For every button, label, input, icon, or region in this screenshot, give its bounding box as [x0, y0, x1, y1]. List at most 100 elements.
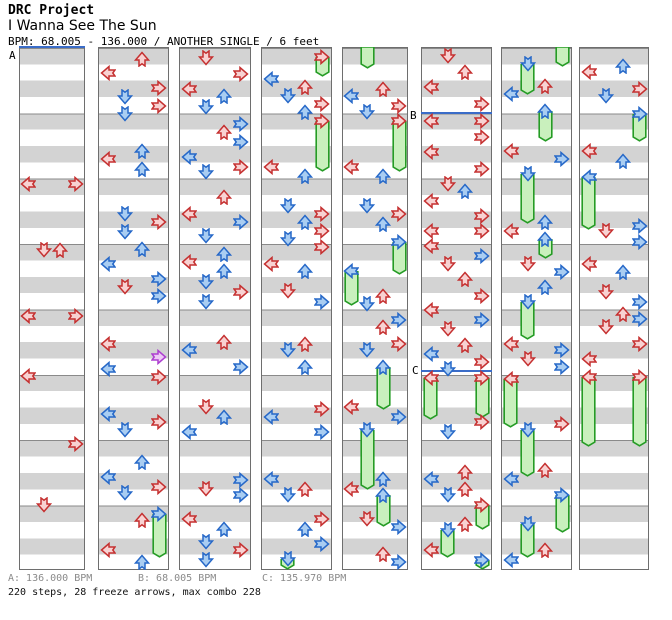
note-arrow-left: [343, 399, 359, 415]
note-arrow-down: [198, 50, 215, 66]
note-arrow-left: [20, 368, 36, 384]
note-arrow-right: [314, 96, 331, 112]
note-arrow-down: [116, 206, 133, 222]
freeze-body: [359, 430, 375, 490]
note-arrow-up: [614, 58, 631, 74]
note-arrow-up: [375, 359, 391, 375]
note-arrow-left: [99, 542, 116, 558]
note-arrow-left: [422, 302, 439, 318]
note-arrow-left: [422, 144, 439, 160]
freeze-body: [375, 367, 391, 410]
note-arrow-up: [375, 288, 391, 304]
note-arrow-up: [215, 263, 232, 279]
note-arrow-right: [391, 206, 407, 222]
note-arrow-down: [36, 242, 52, 258]
note-arrow-left: [262, 409, 279, 425]
note-arrow-right: [233, 487, 249, 503]
note-arrow-up: [375, 81, 391, 97]
note-arrow-up: [614, 264, 631, 280]
note-arrow-right: [151, 288, 168, 304]
note-arrow-right: [151, 506, 168, 522]
note-arrow-up: [215, 124, 232, 140]
note-arrow-up: [537, 103, 554, 119]
freeze-body: [391, 121, 407, 172]
note-arrow-down: [116, 279, 133, 295]
note-arrow-up: [457, 337, 474, 353]
note-arrow-up: [215, 409, 232, 425]
note-arrow-left: [422, 238, 439, 254]
note-arrow-down: [279, 88, 296, 104]
note-arrow-left: [580, 169, 597, 185]
chart-column-2: [98, 47, 169, 570]
note-arrow-right: [68, 308, 84, 324]
note-arrow-down: [359, 104, 375, 120]
freeze-body: [475, 505, 490, 530]
note-arrow-up: [297, 359, 314, 375]
note-arrow-up: [457, 464, 474, 480]
note-arrow-down: [597, 88, 614, 104]
note-arrow-down: [279, 283, 296, 299]
note-arrow-down: [597, 319, 614, 335]
note-arrow-left: [422, 113, 439, 129]
freeze-body: [503, 379, 518, 428]
note-arrow-down: [439, 522, 456, 538]
note-arrow-right: [151, 214, 168, 230]
note-arrow-left: [343, 263, 359, 279]
freeze-body: [520, 64, 535, 95]
note-arrow-right: [391, 234, 407, 250]
note-arrow-left: [99, 406, 116, 422]
freeze-body: [520, 174, 535, 224]
note-arrow-left: [181, 149, 197, 165]
note-arrow-down: [36, 497, 52, 513]
note-arrow-right: [314, 401, 331, 417]
note-arrow-right: [68, 176, 84, 192]
note-arrow-right: [631, 311, 648, 327]
note-arrow-right: [151, 80, 168, 96]
note-arrow-up: [537, 462, 554, 478]
note-arrow-right: [314, 536, 331, 552]
note-arrow-right: [151, 369, 168, 385]
note-arrow-up: [375, 168, 391, 184]
note-arrow-up: [375, 471, 391, 487]
note-arrow-down: [359, 342, 375, 358]
note-arrow-right: [233, 472, 249, 488]
freeze-body: [423, 378, 438, 420]
note-arrow-right: [391, 113, 407, 129]
note-arrow-up: [297, 214, 314, 230]
note-arrow-down: [198, 399, 215, 415]
freeze-body: [315, 57, 330, 77]
note-arrow-right: [233, 284, 249, 300]
note-arrow-right: [233, 134, 249, 150]
note-arrow-right: [474, 552, 491, 568]
freeze-tail-body: [359, 47, 375, 69]
note-arrow-up: [297, 481, 314, 497]
note-arrow-right: [233, 214, 249, 230]
note-arrow-up: [297, 104, 314, 120]
note-arrow-down: [597, 223, 614, 239]
freeze-body: [555, 495, 570, 533]
note-arrow-up: [457, 481, 474, 497]
note-arrow-left: [99, 65, 116, 81]
freeze-body: [632, 377, 647, 447]
note-arrow-left: [99, 336, 116, 352]
note-arrow-down: [116, 89, 133, 105]
note-arrow-down: [439, 424, 456, 440]
note-arrow-down: [198, 228, 215, 244]
note-arrow-down: [279, 198, 296, 214]
note-arrow-up: [297, 336, 314, 352]
note-arrow-left: [422, 193, 439, 209]
note-arrow-right: [474, 414, 491, 430]
note-arrow-down: [116, 106, 133, 122]
note-arrow-up: [134, 51, 151, 67]
note-arrow-right: [151, 98, 168, 114]
note-arrow-up: [134, 554, 151, 570]
note-arrow-right: [233, 359, 249, 375]
note-arrow-right: [554, 416, 571, 432]
note-arrow-left: [422, 346, 439, 362]
note-arrow-right: [314, 511, 331, 527]
note-arrow-right: [233, 66, 249, 82]
bpm-marker-line-a: [19, 46, 85, 48]
freeze-body: [440, 530, 455, 558]
freeze-body: [391, 242, 407, 275]
